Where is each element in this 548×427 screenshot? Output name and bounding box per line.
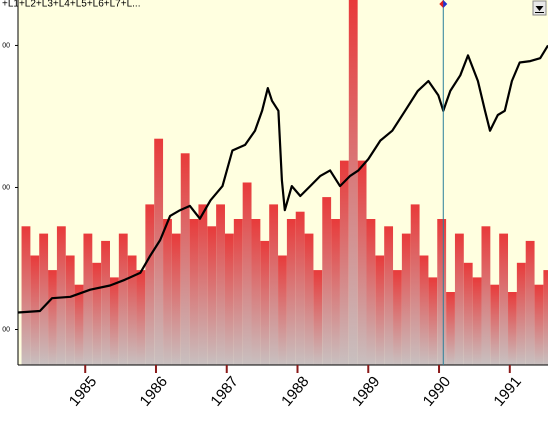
bar	[384, 226, 394, 365]
bar	[83, 233, 93, 365]
bar	[136, 270, 146, 365]
bar	[463, 262, 473, 365]
bar	[516, 262, 526, 365]
y-tick-label: 00	[2, 42, 10, 49]
y-tick-label: 00	[2, 326, 10, 333]
bar	[534, 284, 544, 365]
bar	[508, 292, 517, 365]
bar	[295, 211, 305, 365]
x-tick-label: 1990	[420, 373, 454, 409]
bar	[48, 270, 57, 365]
bar	[118, 233, 128, 365]
x-tick-label: 1988	[278, 373, 312, 409]
bar	[65, 255, 75, 365]
legend-text: +L1+L2+L3+L4+L5+L6+L7+L...	[2, 0, 140, 10]
bar	[242, 182, 252, 365]
bar	[304, 233, 314, 365]
bar	[207, 226, 217, 365]
bar	[278, 255, 287, 365]
cursor-marker-left	[439, 0, 444, 8]
bar	[39, 233, 49, 365]
bar	[428, 277, 438, 365]
x-tick-label: 1987	[207, 373, 241, 409]
x-tick-label: 1991	[490, 373, 524, 409]
bar	[419, 255, 429, 365]
bar	[180, 153, 190, 365]
bar	[313, 270, 323, 365]
bar	[260, 240, 270, 365]
bar	[481, 226, 491, 365]
bar	[216, 204, 225, 365]
bar	[525, 240, 535, 365]
bar	[189, 219, 199, 365]
y-tick-label: 00	[2, 184, 10, 191]
bar	[109, 277, 119, 365]
bar	[224, 233, 234, 365]
bar	[56, 226, 66, 365]
scroll-button[interactable]	[532, 0, 547, 16]
bar	[543, 270, 548, 365]
bar	[154, 138, 164, 365]
bar	[21, 226, 31, 365]
bar	[357, 160, 367, 365]
bar	[251, 219, 261, 365]
bar	[198, 204, 208, 365]
bar	[171, 233, 181, 365]
x-tick-label: 1986	[137, 373, 171, 409]
price-line	[18, 44, 548, 314]
bar	[410, 204, 420, 365]
bar	[74, 284, 84, 365]
bar	[322, 197, 332, 365]
bar	[145, 204, 155, 365]
bar	[375, 255, 385, 365]
plot-layer	[18, 0, 548, 365]
bar	[490, 284, 500, 365]
bar	[454, 233, 464, 365]
bar	[339, 160, 349, 365]
x-tick-label: 1985	[66, 373, 100, 409]
bar	[269, 204, 279, 365]
bar	[348, 0, 358, 365]
bar	[163, 219, 172, 365]
bar	[233, 219, 243, 365]
bar	[472, 277, 482, 365]
bar	[127, 255, 137, 365]
bar	[499, 233, 509, 365]
cursor-marker-right	[443, 0, 448, 8]
bar	[393, 270, 402, 365]
bar	[101, 240, 110, 365]
bar	[92, 262, 102, 365]
bar	[401, 233, 411, 365]
x-tick-label: 1989	[349, 373, 383, 409]
bar	[446, 292, 455, 365]
bar	[366, 219, 376, 365]
bar	[331, 219, 340, 365]
bar	[286, 219, 296, 365]
bar	[437, 219, 447, 365]
